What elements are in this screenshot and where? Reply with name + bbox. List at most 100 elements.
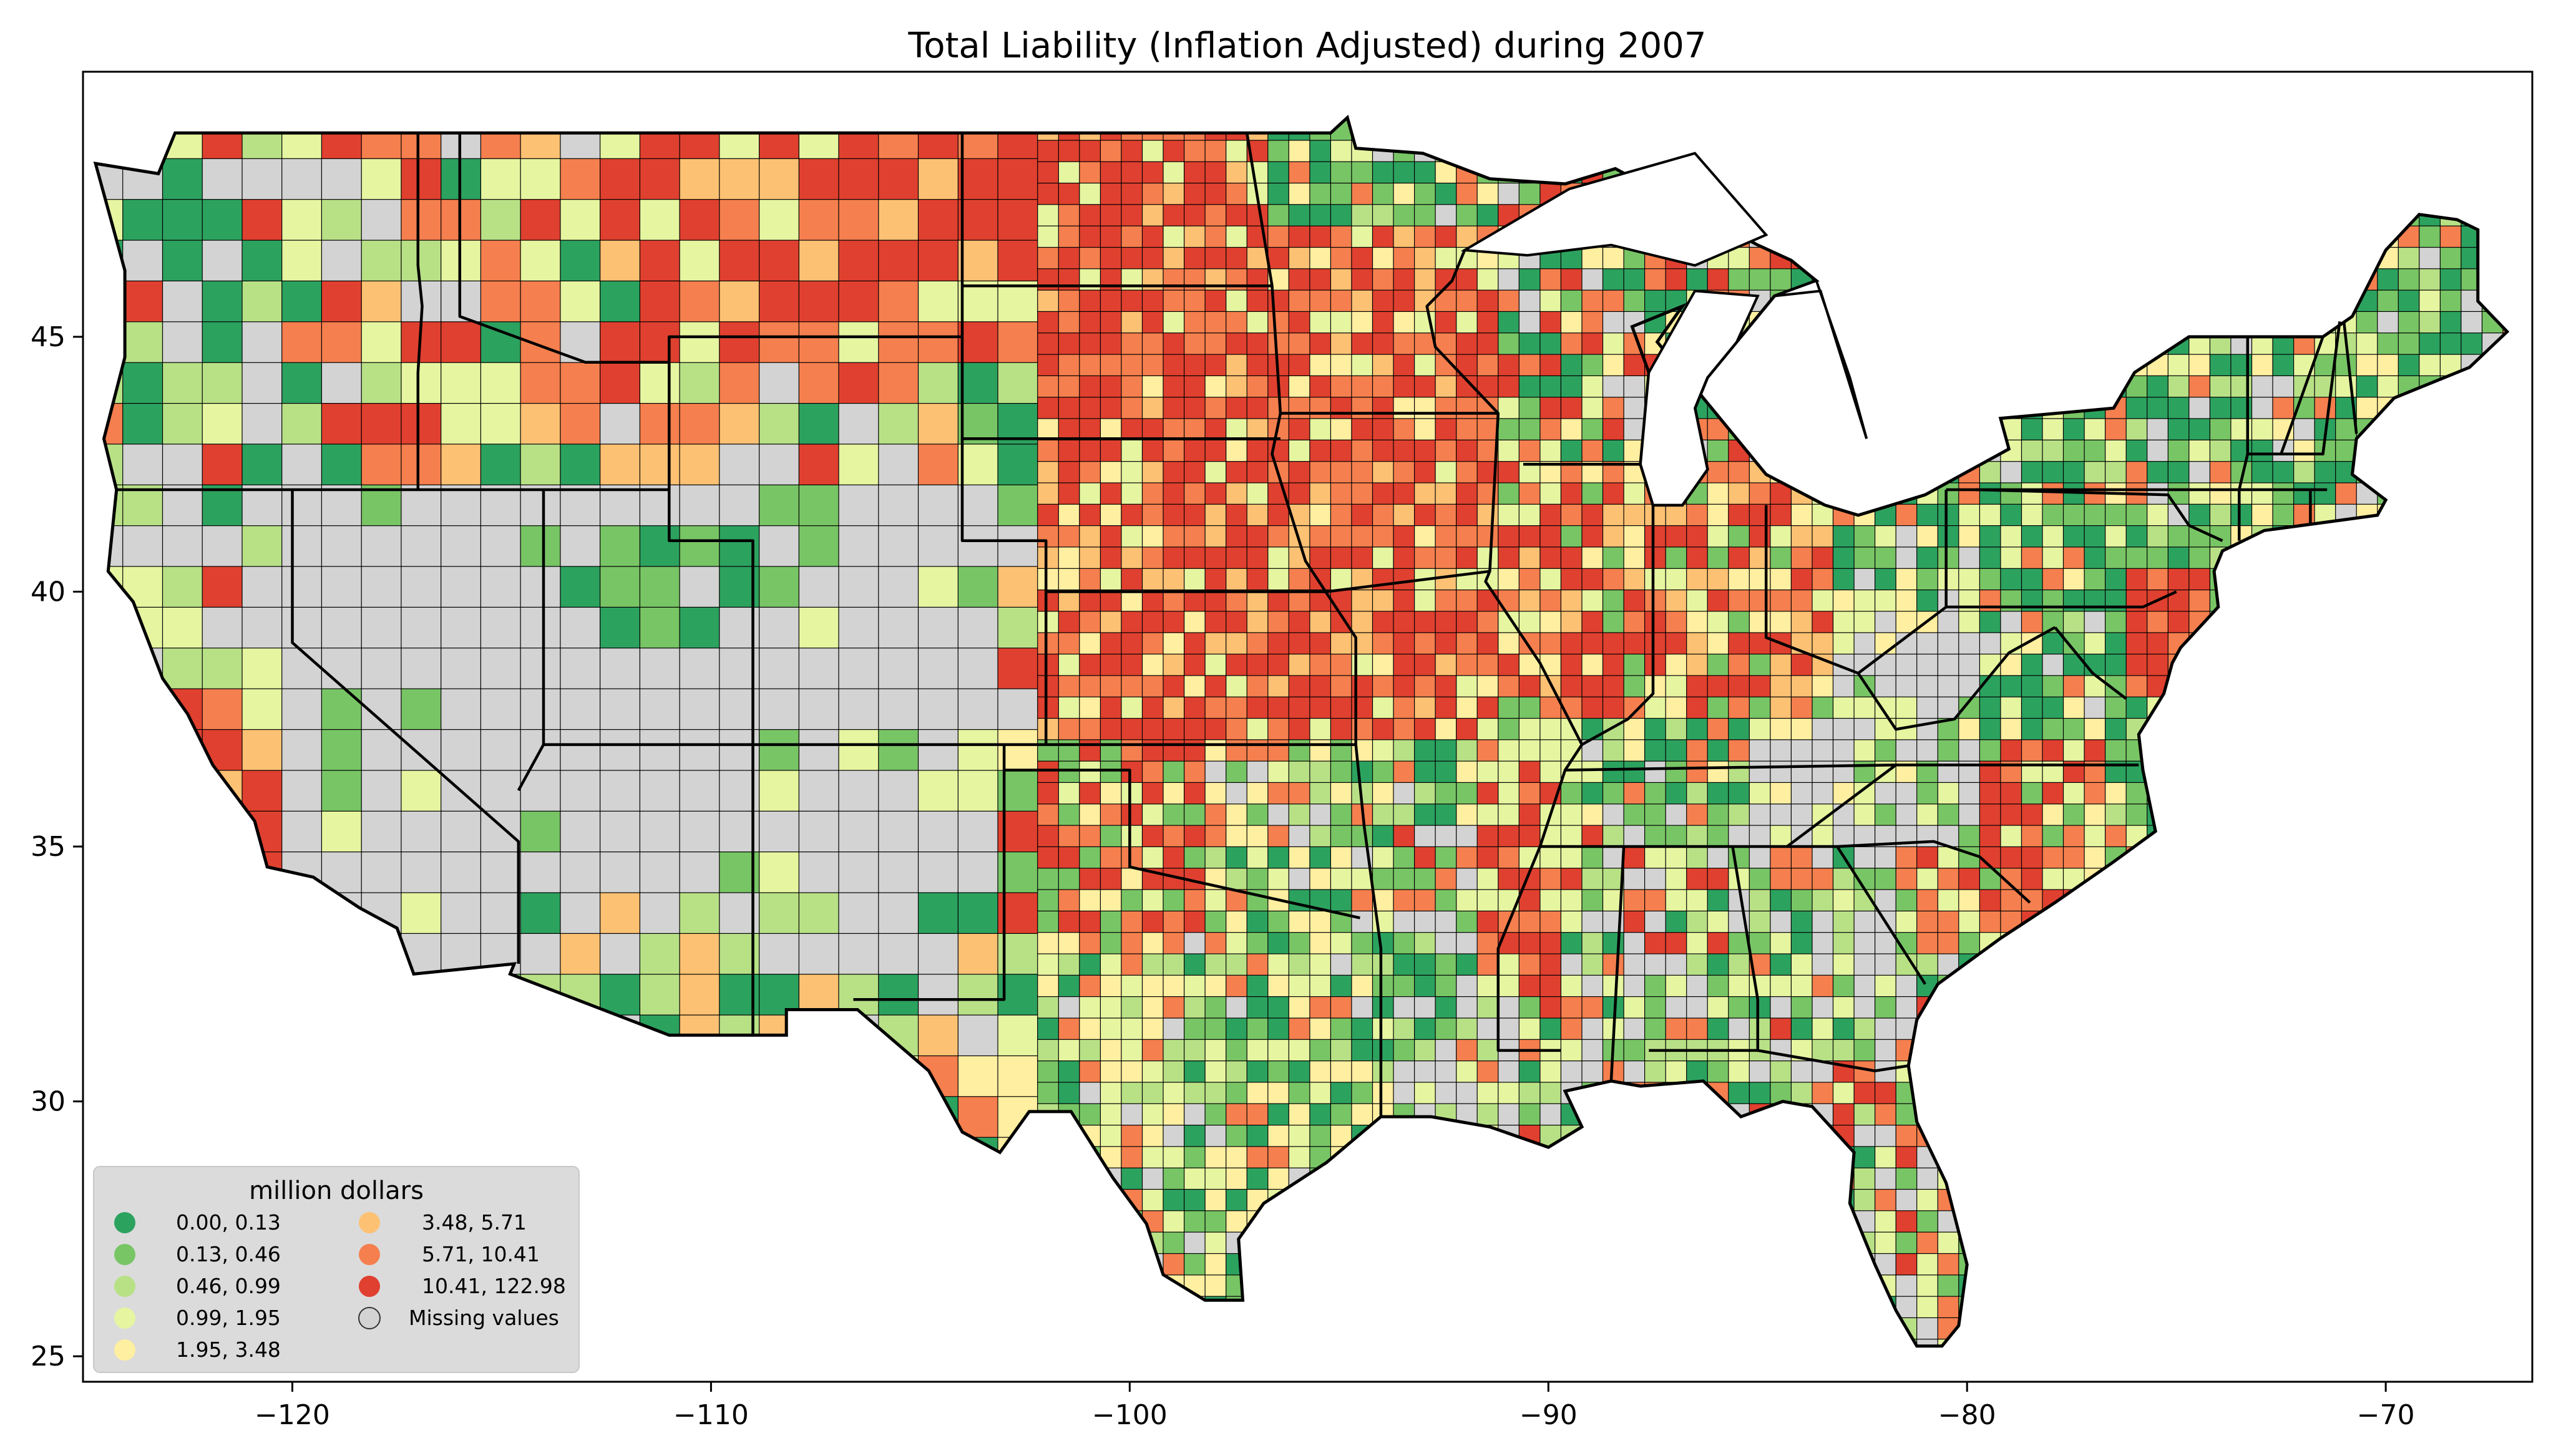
county-cell: [2125, 674, 2148, 697]
county-cell: [361, 973, 402, 1016]
county-cell: [1079, 182, 1101, 205]
county-cell: [838, 729, 879, 771]
county-cell: [1414, 974, 1437, 997]
county-cell: [1288, 889, 1310, 911]
county-cell: [1832, 674, 1855, 697]
county-cell: [878, 240, 919, 282]
county-cell: [2377, 1103, 2399, 1126]
county-cell: [2439, 739, 2462, 762]
county-cell: [2042, 1017, 2064, 1040]
county-cell: [1288, 417, 1310, 440]
county-cell: [1079, 782, 1101, 805]
county-cell: [2021, 439, 2044, 462]
county-cell: [1288, 439, 1310, 462]
county-cell: [1958, 332, 1981, 355]
county-cell: [1832, 1081, 1855, 1104]
county-cell: [719, 280, 760, 323]
county-cell: [1309, 910, 1332, 933]
county-cell: [1498, 760, 1520, 783]
county-cell: [1790, 332, 1813, 355]
county-cell: [1393, 889, 1415, 911]
county-cell: [1581, 417, 1604, 440]
county-cell: [1372, 246, 1395, 269]
county-cell: [2062, 889, 2085, 911]
county-cell: [2397, 246, 2420, 269]
county-cell: [1686, 760, 1709, 783]
county-cell: [2272, 953, 2295, 976]
county-cell: [2167, 1231, 2190, 1255]
county-cell: [1372, 225, 1395, 248]
county-cell: [2000, 482, 2022, 505]
county-cell: [1246, 417, 1269, 440]
county-cell: [401, 810, 442, 853]
county-cell: [798, 933, 840, 975]
county-cell: [1246, 246, 1269, 269]
county-cell: [1895, 439, 1918, 462]
county-cell: [2314, 1210, 2336, 1233]
county-cell: [2481, 268, 2504, 291]
county-cell: [838, 443, 879, 485]
county-cell: [2314, 225, 2336, 248]
county-cell: [957, 1055, 999, 1097]
county-cell: [2419, 460, 2441, 483]
county-cell: [2062, 1188, 2085, 1211]
county-cell: [1121, 825, 1143, 847]
county-cell: [1770, 503, 1792, 527]
county-cell: [917, 688, 959, 730]
county-cell: [1372, 589, 1395, 612]
county-cell: [1183, 974, 1206, 997]
county-cell: [2502, 1317, 2507, 1340]
county-cell: [1226, 825, 1248, 847]
county-cell: [1749, 1081, 1771, 1104]
county-cell: [1121, 696, 1143, 719]
county-cell: [1163, 803, 1185, 826]
county-cell: [1204, 375, 1227, 398]
county-cell: [1141, 289, 1164, 313]
county-cell: [1539, 610, 1562, 633]
county-cell: [1518, 782, 1541, 805]
county-cell: [1665, 268, 1687, 291]
county-cell: [321, 240, 363, 282]
county-cell: [2439, 482, 2462, 505]
county-cell: [2314, 1338, 2336, 1346]
county-cell: [202, 565, 243, 608]
county-cell: [2167, 375, 2190, 398]
county-cell: [1581, 503, 1604, 527]
county-cell: [1518, 332, 1541, 355]
county-cell: [1539, 417, 1562, 440]
county-cell: [2419, 674, 2441, 697]
county-cell: [1309, 1124, 1332, 1147]
county-cell: [1937, 396, 1959, 419]
county-cell: [1790, 1338, 1813, 1346]
county-cell: [1623, 118, 1646, 141]
county-cell: [1518, 1317, 1541, 1340]
county-cell: [1476, 117, 1499, 120]
county-cell: [2356, 1103, 2378, 1126]
county-cell: [2105, 161, 2127, 184]
county-cell: [95, 117, 124, 119]
county-cell: [1602, 782, 1625, 805]
county-cell: [1686, 1017, 1709, 1040]
county-cell: [2167, 782, 2190, 805]
county-cell: [1226, 396, 1248, 419]
county-cell: [1435, 1188, 1457, 1211]
county-cell: [1393, 953, 1415, 976]
county-cell: [1163, 289, 1185, 313]
county-cell: [1832, 1039, 1855, 1062]
county-cell: [1853, 632, 1876, 655]
county-cell: [560, 1014, 601, 1057]
county-cell: [1456, 674, 1478, 697]
county-cell: [758, 158, 800, 200]
county-cell: [1498, 696, 1520, 719]
county-cell: [1183, 782, 1206, 805]
county-cell: [1581, 974, 1604, 997]
county-cell: [838, 1341, 879, 1346]
county-cell: [162, 240, 203, 282]
county-cell: [1330, 996, 1352, 1019]
county-cell: [639, 1259, 681, 1301]
county-cell: [2272, 203, 2295, 226]
county-cell: [1267, 931, 1290, 954]
county-cell: [1958, 974, 1981, 997]
county-cell: [1288, 1188, 1310, 1211]
county-cell: [2125, 953, 2148, 976]
